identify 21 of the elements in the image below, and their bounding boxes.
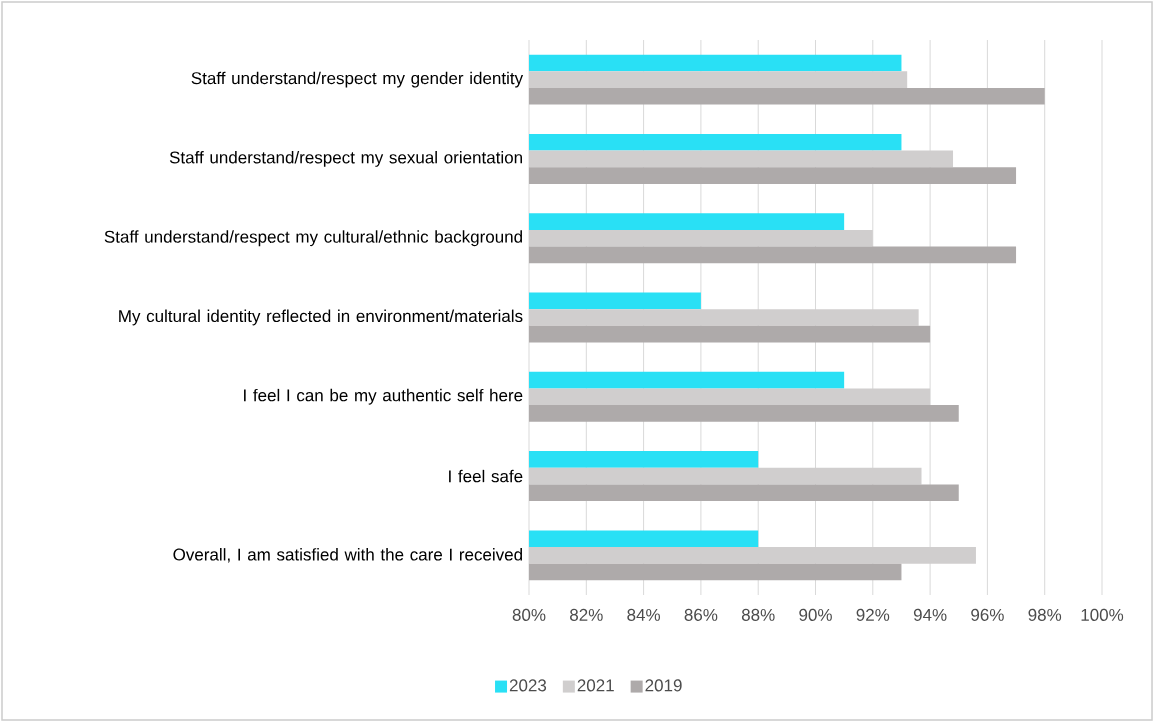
x-tick-label: 90% <box>799 608 832 621</box>
x-tick-label: 84% <box>627 608 661 621</box>
legend-label: 2021 <box>577 679 614 692</box>
x-tick-label: 80% <box>512 608 546 621</box>
y-tick-label: Staff understand/respect my gender identity <box>191 71 524 88</box>
y-tick-label: I feel I can be my authentic self here <box>244 388 523 405</box>
legend-label: 2019 <box>645 679 682 692</box>
y-tick-label: Staff understand/respect my cultural/ethnic background <box>104 230 522 247</box>
legend-label: 2023 <box>509 679 547 692</box>
x-tick-label: 92% <box>856 608 890 621</box>
x-tick-label: 88% <box>741 608 775 621</box>
x-tick-label: 98% <box>1028 608 1062 621</box>
y-tick-label: Staff understand/respect my sexual orientation <box>169 151 522 167</box>
x-tick-label: 96% <box>971 608 1004 621</box>
y-tick-label: My cultural identity reflected in environment/materials <box>119 309 523 326</box>
y-tick-label: Overall, I am satisfied with the care I received <box>173 548 522 563</box>
x-tick-label: 86% <box>684 608 718 621</box>
y-tick-label: I feel safe <box>449 469 523 483</box>
x-tick-label: 100% <box>1081 608 1124 621</box>
x-tick-label: 94% <box>913 608 947 621</box>
x-tick-label: 82% <box>570 608 603 621</box>
